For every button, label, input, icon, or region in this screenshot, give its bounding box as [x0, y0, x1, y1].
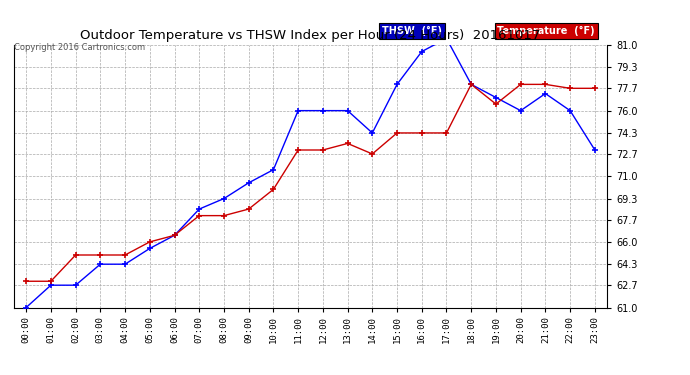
Title: Outdoor Temperature vs THSW Index per Hour (24 Hours)  20161017: Outdoor Temperature vs THSW Index per Ho…	[80, 30, 541, 42]
Text: THSW  (°F): THSW (°F)	[382, 26, 442, 36]
Text: Copyright 2016 Cartronics.com: Copyright 2016 Cartronics.com	[14, 43, 145, 52]
Text: Temperature  (°F): Temperature (°F)	[497, 26, 595, 36]
